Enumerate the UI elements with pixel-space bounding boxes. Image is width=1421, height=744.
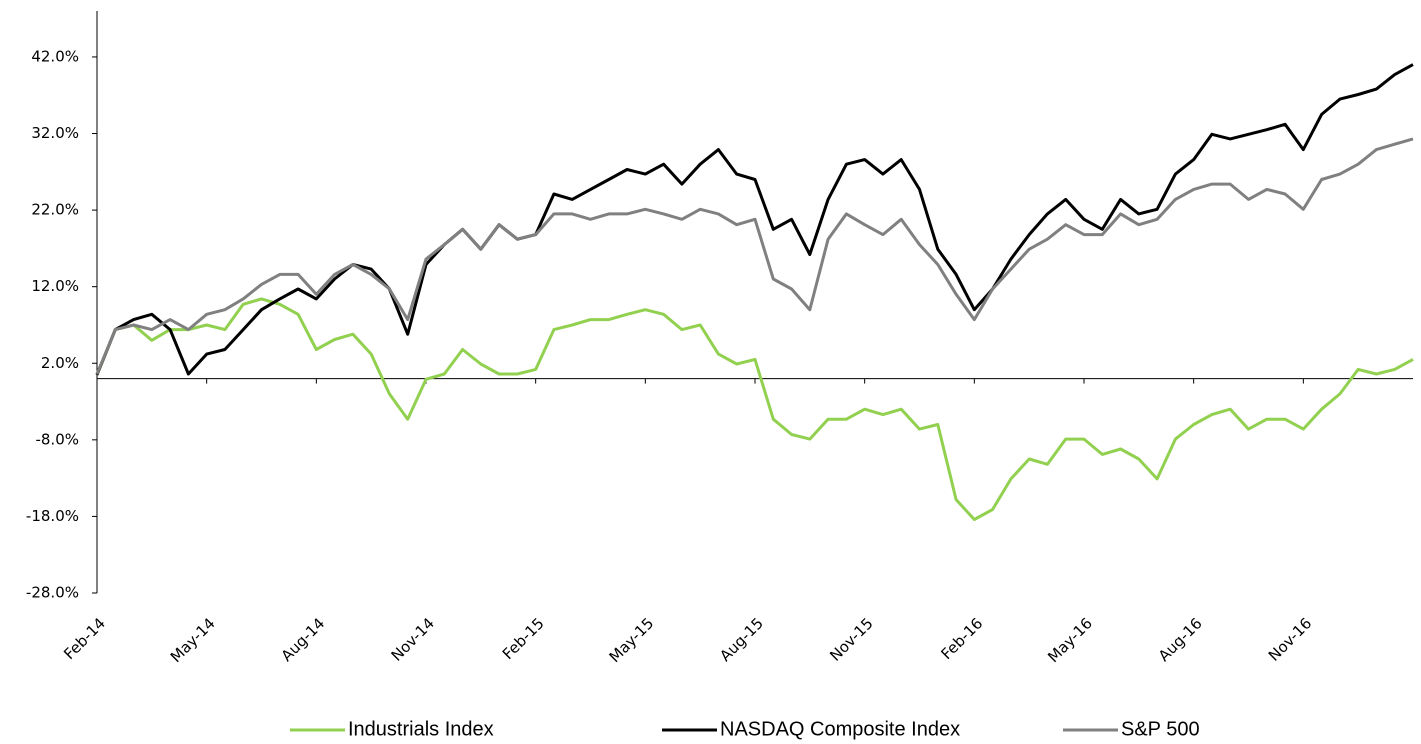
- legend-label: NASDAQ Composite Index: [720, 718, 960, 740]
- x-tick-label: Aug-15: [716, 614, 767, 665]
- y-tick-label: 42.0%: [31, 47, 79, 65]
- series-line: [95, 137, 1414, 375]
- x-tick-label: Aug-16: [1155, 614, 1206, 665]
- x-tick-label: Aug-14: [278, 614, 329, 665]
- x-tick-label: Nov-14: [388, 614, 438, 664]
- x-tick-label: Feb-16: [938, 614, 987, 663]
- series-line: [95, 297, 1414, 521]
- y-tick-label: -8.0%: [35, 430, 79, 448]
- x-tick-label: Feb-15: [499, 614, 548, 663]
- y-tick-label: -28.0%: [26, 584, 79, 602]
- x-tick-label: May-15: [606, 614, 658, 666]
- x-tick-label: Nov-15: [826, 614, 876, 664]
- x-tick-label: May-16: [1044, 614, 1096, 666]
- y-tick-label: 2.0%: [41, 354, 79, 372]
- y-tick-label: 12.0%: [31, 277, 79, 295]
- legend-label: Industrials Index: [348, 718, 494, 740]
- y-tick-label: 32.0%: [31, 124, 79, 142]
- series-line: [95, 63, 1414, 376]
- y-tick-label: -18.0%: [26, 507, 79, 525]
- x-tick-label: Nov-16: [1265, 614, 1315, 664]
- x-tick-label: Feb-14: [60, 614, 109, 663]
- y-tick-label: 22.0%: [31, 201, 79, 219]
- legend-label: S&P 500: [1121, 718, 1200, 740]
- x-tick-label: May-14: [167, 614, 219, 666]
